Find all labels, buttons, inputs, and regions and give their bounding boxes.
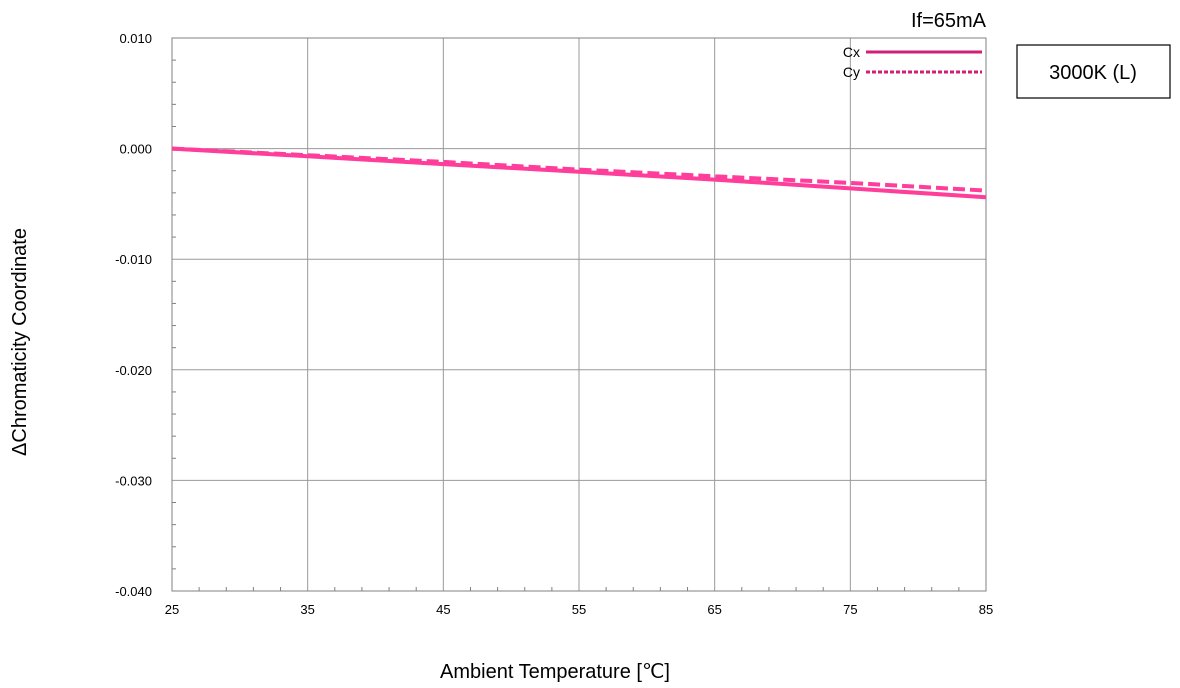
x-tick-label: 75 (843, 602, 857, 617)
legend-label-cy: Cy (843, 64, 860, 80)
legend-label-cx: Cx (843, 44, 860, 60)
y-axis-tick-labels: 0.010 0.000 -0.010 -0.020 -0.030 -0.040 (115, 31, 152, 599)
current-annotation: If=65mA (911, 10, 987, 32)
y-tick-label: -0.040 (115, 584, 152, 599)
x-axis-title: Ambient Temperature [℃] (440, 661, 670, 683)
series-layer (171, 146, 987, 200)
x-tick-label: 55 (572, 602, 586, 617)
plot-area (171, 37, 987, 592)
x-tick-label: 85 (979, 602, 993, 617)
y-tick-label: -0.010 (115, 252, 152, 267)
x-tick-label: 35 (300, 602, 314, 617)
x-tick-label: 45 (436, 602, 450, 617)
label-box-text: 3000K (L) (1049, 62, 1137, 84)
y-axis-title: ΔChromaticity Coordinate (9, 228, 31, 456)
label-box-frame (1016, 44, 1171, 99)
y-tick-label: -0.030 (115, 473, 152, 488)
legend: Cx Cy (843, 44, 982, 80)
series-line-cx (171, 146, 987, 200)
x-tick-label: 65 (707, 602, 721, 617)
y-tick-label: 0.010 (119, 31, 152, 46)
x-axis-tick-labels: 25 35 45 55 65 75 85 (165, 602, 993, 617)
minor-ticks (172, 59, 960, 591)
grid (171, 37, 987, 592)
x-tick-label: 25 (165, 602, 179, 617)
label-box: 3000K (L) (1016, 44, 1171, 99)
y-tick-label: -0.020 (115, 363, 152, 378)
y-tick-label: 0.000 (119, 142, 152, 157)
